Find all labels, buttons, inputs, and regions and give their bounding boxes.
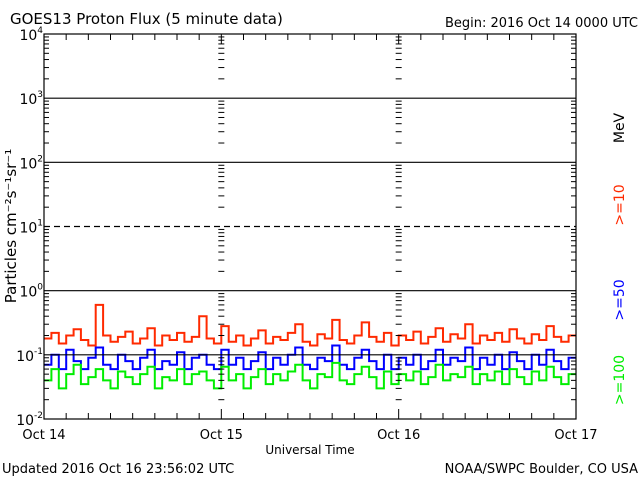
y-tick-label: 104 xyxy=(19,26,43,44)
updated-label: Updated 2016 Oct 16 23:56:02 UTC xyxy=(2,462,234,477)
series-line-0 xyxy=(44,303,576,347)
x-tick-label: Oct 17 xyxy=(554,428,597,443)
x-tick-label: Oct 15 xyxy=(200,428,243,443)
credit-label: NOAA/SWPC Boulder, CO USA xyxy=(445,462,638,477)
series-line-2 xyxy=(44,361,576,390)
y-tick-label: 10-2 xyxy=(16,411,43,429)
begin-label: Begin: 2016 Oct 14 0000 UTC xyxy=(445,16,638,31)
y-tick-label: 101 xyxy=(19,219,43,237)
y-tick-label: 103 xyxy=(19,90,43,108)
y-tick-label: 102 xyxy=(19,154,43,172)
series-line-1 xyxy=(44,344,576,371)
y-tick-label: 10-1 xyxy=(16,347,43,365)
x-axis-label: Universal Time xyxy=(265,443,354,457)
y-axis-label: Particles cm⁻²s⁻¹sr⁻¹ xyxy=(2,149,20,303)
legend-unit: MeV xyxy=(612,112,628,143)
legend-label-1: >=50 xyxy=(612,279,628,320)
x-tick-label: Oct 16 xyxy=(377,428,420,443)
y-tick-label: 100 xyxy=(19,283,43,301)
chart-title: GOES13 Proton Flux (5 minute data) xyxy=(10,10,283,28)
legend-label-0: >=10 xyxy=(612,184,628,225)
legend-label-2: >=100 xyxy=(612,355,628,405)
x-tick-label: Oct 14 xyxy=(22,428,65,443)
